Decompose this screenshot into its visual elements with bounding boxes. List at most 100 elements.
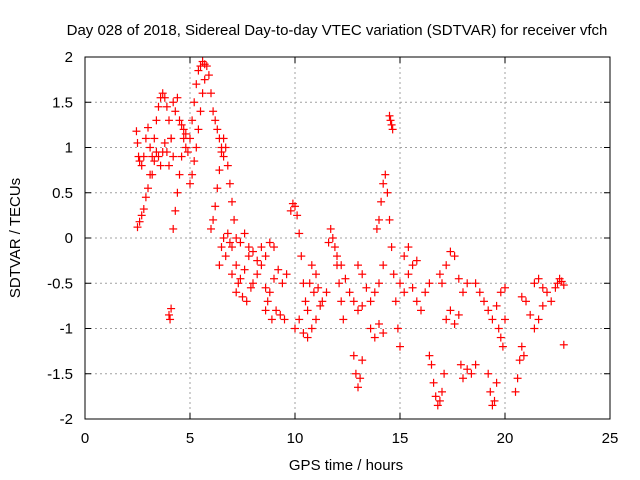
data-point: [166, 315, 175, 324]
data-point: [173, 93, 182, 102]
data-point: [171, 206, 180, 215]
data-point: [211, 116, 220, 125]
data-point: [358, 356, 367, 365]
data-point: [412, 297, 421, 306]
data-point: [379, 261, 388, 270]
data-point: [435, 396, 444, 405]
data-point: [154, 102, 163, 111]
data-point: [291, 202, 299, 211]
data-point: [194, 66, 203, 75]
data-point: [223, 161, 232, 170]
data-point: [442, 315, 451, 324]
data-point: [335, 279, 344, 288]
data-point: [456, 360, 465, 369]
data-point: [438, 387, 446, 396]
data-point: [303, 306, 312, 315]
data-point: [158, 89, 167, 98]
data-point: [328, 234, 337, 242]
data-point: [316, 301, 325, 310]
data-point: [232, 234, 241, 242]
data-point: [242, 297, 251, 306]
data-point: [459, 374, 467, 383]
x-tick-label: 20: [497, 430, 514, 447]
data-point: [498, 342, 507, 351]
data-point: [488, 315, 497, 324]
data-point: [366, 297, 375, 306]
data-point: [141, 193, 150, 202]
data-point: [225, 179, 234, 188]
data-point: [221, 143, 230, 152]
data-point: [337, 297, 346, 306]
y-tick-label: 1.5: [52, 94, 73, 111]
data-point: [534, 274, 543, 283]
x-tick-label: 5: [186, 430, 194, 447]
data-point: [186, 179, 194, 188]
y-tick-label: 0.5: [52, 185, 73, 202]
data-point: [207, 224, 215, 233]
data-point: [152, 116, 161, 125]
data-point: [135, 157, 144, 166]
data-point: [377, 197, 386, 206]
data-point: [144, 123, 152, 132]
data-point: [396, 279, 404, 288]
data-point: [471, 279, 480, 288]
data-point: [194, 125, 203, 134]
data-point: [454, 274, 463, 283]
data-point: [450, 252, 459, 261]
data-point: [291, 324, 299, 333]
data-point: [228, 197, 236, 206]
data-point: [431, 392, 440, 401]
data-point: [217, 243, 226, 252]
data-point: [404, 270, 413, 279]
data-point: [213, 184, 222, 193]
data-point: [408, 261, 417, 270]
data-point: [522, 297, 530, 306]
data-point: [188, 116, 197, 125]
data-point: [200, 75, 209, 84]
data-point: [150, 157, 159, 166]
data-point: [427, 360, 436, 369]
data-point: [186, 134, 194, 143]
data-point: [278, 279, 287, 288]
data-point: [169, 224, 178, 233]
data-point: [198, 89, 207, 98]
data-point: [312, 270, 320, 279]
data-point: [324, 238, 333, 247]
data-point: [133, 138, 142, 147]
data-point: [162, 102, 171, 111]
data-point: [551, 283, 560, 292]
data-point: [301, 297, 310, 306]
data-point: [240, 229, 249, 238]
data-point: [257, 261, 266, 270]
data-point: [385, 215, 394, 224]
data-point: [303, 333, 312, 342]
data-point: [370, 288, 379, 297]
data-point: [559, 281, 568, 290]
data-point: [209, 215, 218, 224]
data-point: [337, 261, 346, 270]
data-point: [463, 279, 472, 288]
data-point: [312, 315, 320, 324]
data-point: [169, 98, 178, 107]
data-point: [167, 304, 176, 313]
data-point: [351, 369, 360, 378]
data-point: [238, 292, 247, 301]
data-point: [204, 71, 213, 80]
data-point: [272, 306, 281, 315]
data-point: [391, 297, 400, 306]
data-point: [181, 143, 190, 152]
data-point: [244, 243, 253, 252]
data-point: [341, 274, 350, 283]
data-point: [246, 283, 255, 292]
data-point: [228, 243, 236, 252]
data-point: [366, 324, 375, 333]
data-point: [490, 396, 499, 405]
data-point: [137, 211, 146, 220]
data-point: [358, 301, 367, 310]
data-point: [354, 383, 362, 392]
data-point: [362, 283, 371, 292]
x-tick-label: 0: [81, 430, 89, 447]
data-point: [349, 297, 358, 306]
